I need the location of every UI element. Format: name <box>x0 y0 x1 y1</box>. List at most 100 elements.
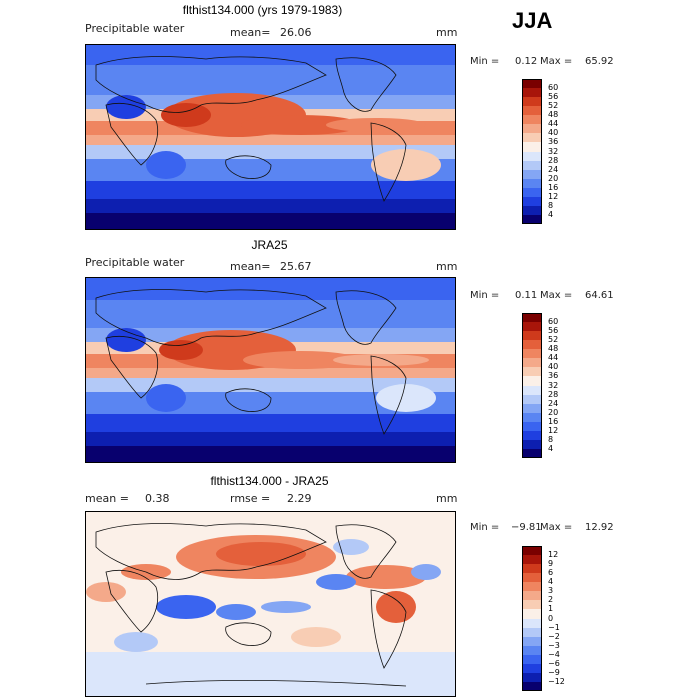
panel3-mean-value: 0.38 <box>145 492 170 505</box>
colorbar-tick-label: 0 <box>548 613 554 623</box>
colorbar-tick-label: 12 <box>548 191 559 201</box>
colorbar-tick-label: 28 <box>548 389 559 399</box>
colorbar-swatch <box>522 205 542 215</box>
colorbar-tick-label: 36 <box>548 371 559 381</box>
colorbar-swatch <box>522 178 542 188</box>
panel3-title: flthist134.000 - JRA25 <box>210 474 329 488</box>
colorbar-swatch <box>522 618 542 628</box>
panel2-max-value: 64.61 <box>585 290 614 301</box>
colorbar-swatch <box>522 187 542 197</box>
panel3-map <box>85 511 456 697</box>
panel1-units: mm <box>436 26 458 39</box>
colorbar-tick-label: 8 <box>548 434 554 444</box>
colorbar-swatch <box>522 564 542 574</box>
colorbar-swatch <box>522 681 542 691</box>
colorbar-tick-label: 36 <box>548 137 559 147</box>
colorbar-swatch <box>522 385 542 395</box>
colorbar-tick-label: 32 <box>548 146 559 156</box>
colorbar-tick-label: 24 <box>548 164 559 174</box>
panel1-title: flthist134.000 (yrs 1979-1983) <box>182 3 343 17</box>
panel2-mean-value: 25.67 <box>280 260 312 273</box>
panel2-title: JRA25 <box>251 238 288 252</box>
panel3-mean-label: mean = <box>85 492 129 505</box>
colorbar-tick-label: 52 <box>548 335 559 345</box>
colorbar-tick-label: 60 <box>548 83 559 93</box>
panel1-colorbar: 4 8 12 16 20 24 28 32 36 40 44 48 52 56 60 <box>522 79 582 224</box>
panel1-map <box>85 44 456 230</box>
colorbar-swatch <box>522 331 542 341</box>
colorbar-swatch <box>522 403 542 413</box>
colorbar-swatch <box>522 421 542 431</box>
colorbar-swatch <box>522 376 542 386</box>
panel2-variable-label: Precipitable water <box>85 256 185 269</box>
colorbar-swatch <box>522 358 542 368</box>
colorbar-swatch <box>522 322 542 332</box>
panel3-rmse-value: 2.29 <box>287 492 312 505</box>
colorbar-swatch <box>522 546 542 556</box>
colorbar-swatch <box>522 142 542 152</box>
panel3-rmse-label: rmse = <box>230 492 271 505</box>
colorbar-tick-label: 16 <box>548 416 559 426</box>
colorbar-tick-label: 9 <box>548 559 554 569</box>
colorbar-tick-label: −2 <box>548 631 560 641</box>
panel2-colorbar: 4 8 12 16 20 24 28 32 36 40 44 48 52 56 60 <box>522 313 582 458</box>
colorbar-swatch <box>522 367 542 377</box>
panel3-max-value: 12.92 <box>585 522 614 533</box>
colorbar-tick-label: 20 <box>548 173 559 183</box>
colorbar-swatch <box>522 313 542 323</box>
colorbar-tick-label: 20 <box>548 407 559 417</box>
colorbar-tick-label: 2 <box>548 595 554 605</box>
colorbar-swatch <box>522 609 542 619</box>
colorbar-swatch <box>522 663 542 673</box>
colorbar-tick-label: 48 <box>548 110 559 120</box>
colorbar-swatch <box>522 439 542 449</box>
colorbar-tick-label: 4 <box>548 577 554 587</box>
colorbar-swatch <box>522 555 542 565</box>
colorbar-swatch <box>522 160 542 170</box>
panel1-map-field <box>86 45 455 229</box>
colorbar-swatch <box>522 430 542 440</box>
panel3-min-value: −9.81 <box>511 522 542 533</box>
colorbar-tick-label: 60 <box>548 317 559 327</box>
colorbar-tick-label: −6 <box>548 658 560 668</box>
colorbar-swatch <box>522 151 542 161</box>
colorbar-tick-label: −12 <box>548 676 565 686</box>
colorbar-tick-label: 44 <box>548 119 559 129</box>
colorbar-swatch <box>522 133 542 143</box>
colorbar-tick-label: 4 <box>548 443 554 453</box>
colorbar-tick-label: 12 <box>548 425 559 435</box>
panel1-max-label: Max = <box>540 56 573 67</box>
colorbar-swatch <box>522 196 542 206</box>
colorbar-tick-label: 44 <box>548 353 559 363</box>
colorbar-tick-label: 56 <box>548 326 559 336</box>
colorbar-tick-label: 4 <box>548 209 554 219</box>
season-label: JJA <box>512 8 553 33</box>
colorbar-tick-label: 52 <box>548 101 559 111</box>
colorbar-swatch <box>522 88 542 98</box>
colorbar-tick-label: −3 <box>548 640 560 650</box>
colorbar-tick-label: 3 <box>548 586 554 596</box>
colorbar-swatch <box>522 600 542 610</box>
panel2-map-field <box>86 278 455 462</box>
colorbar-tick-label: 8 <box>548 200 554 210</box>
colorbar-swatch <box>522 124 542 134</box>
colorbar-swatch <box>522 654 542 664</box>
panel1-mean-value: 26.06 <box>280 26 312 39</box>
colorbar-swatch <box>522 627 542 637</box>
colorbar-tick-label: 48 <box>548 344 559 354</box>
panel1-variable-label: Precipitable water <box>85 22 185 35</box>
colorbar-swatch <box>522 591 542 601</box>
panel3-map-field <box>86 512 455 696</box>
panel2-mean-label: mean= <box>230 260 271 273</box>
colorbar-tick-label: 1 <box>548 604 554 614</box>
panel1-mean-label: mean= <box>230 26 271 39</box>
colorbar-swatch <box>522 448 542 458</box>
colorbar-swatch <box>522 214 542 224</box>
colorbar-tick-label: −1 <box>548 622 560 632</box>
colorbar-swatch <box>522 79 542 89</box>
colorbar-swatch <box>522 645 542 655</box>
colorbar-tick-label: −4 <box>548 649 560 659</box>
colorbar-tick-label: 24 <box>548 398 559 408</box>
panel2-min-label: Min = <box>470 290 500 301</box>
colorbar-tick-label: 40 <box>548 128 559 138</box>
